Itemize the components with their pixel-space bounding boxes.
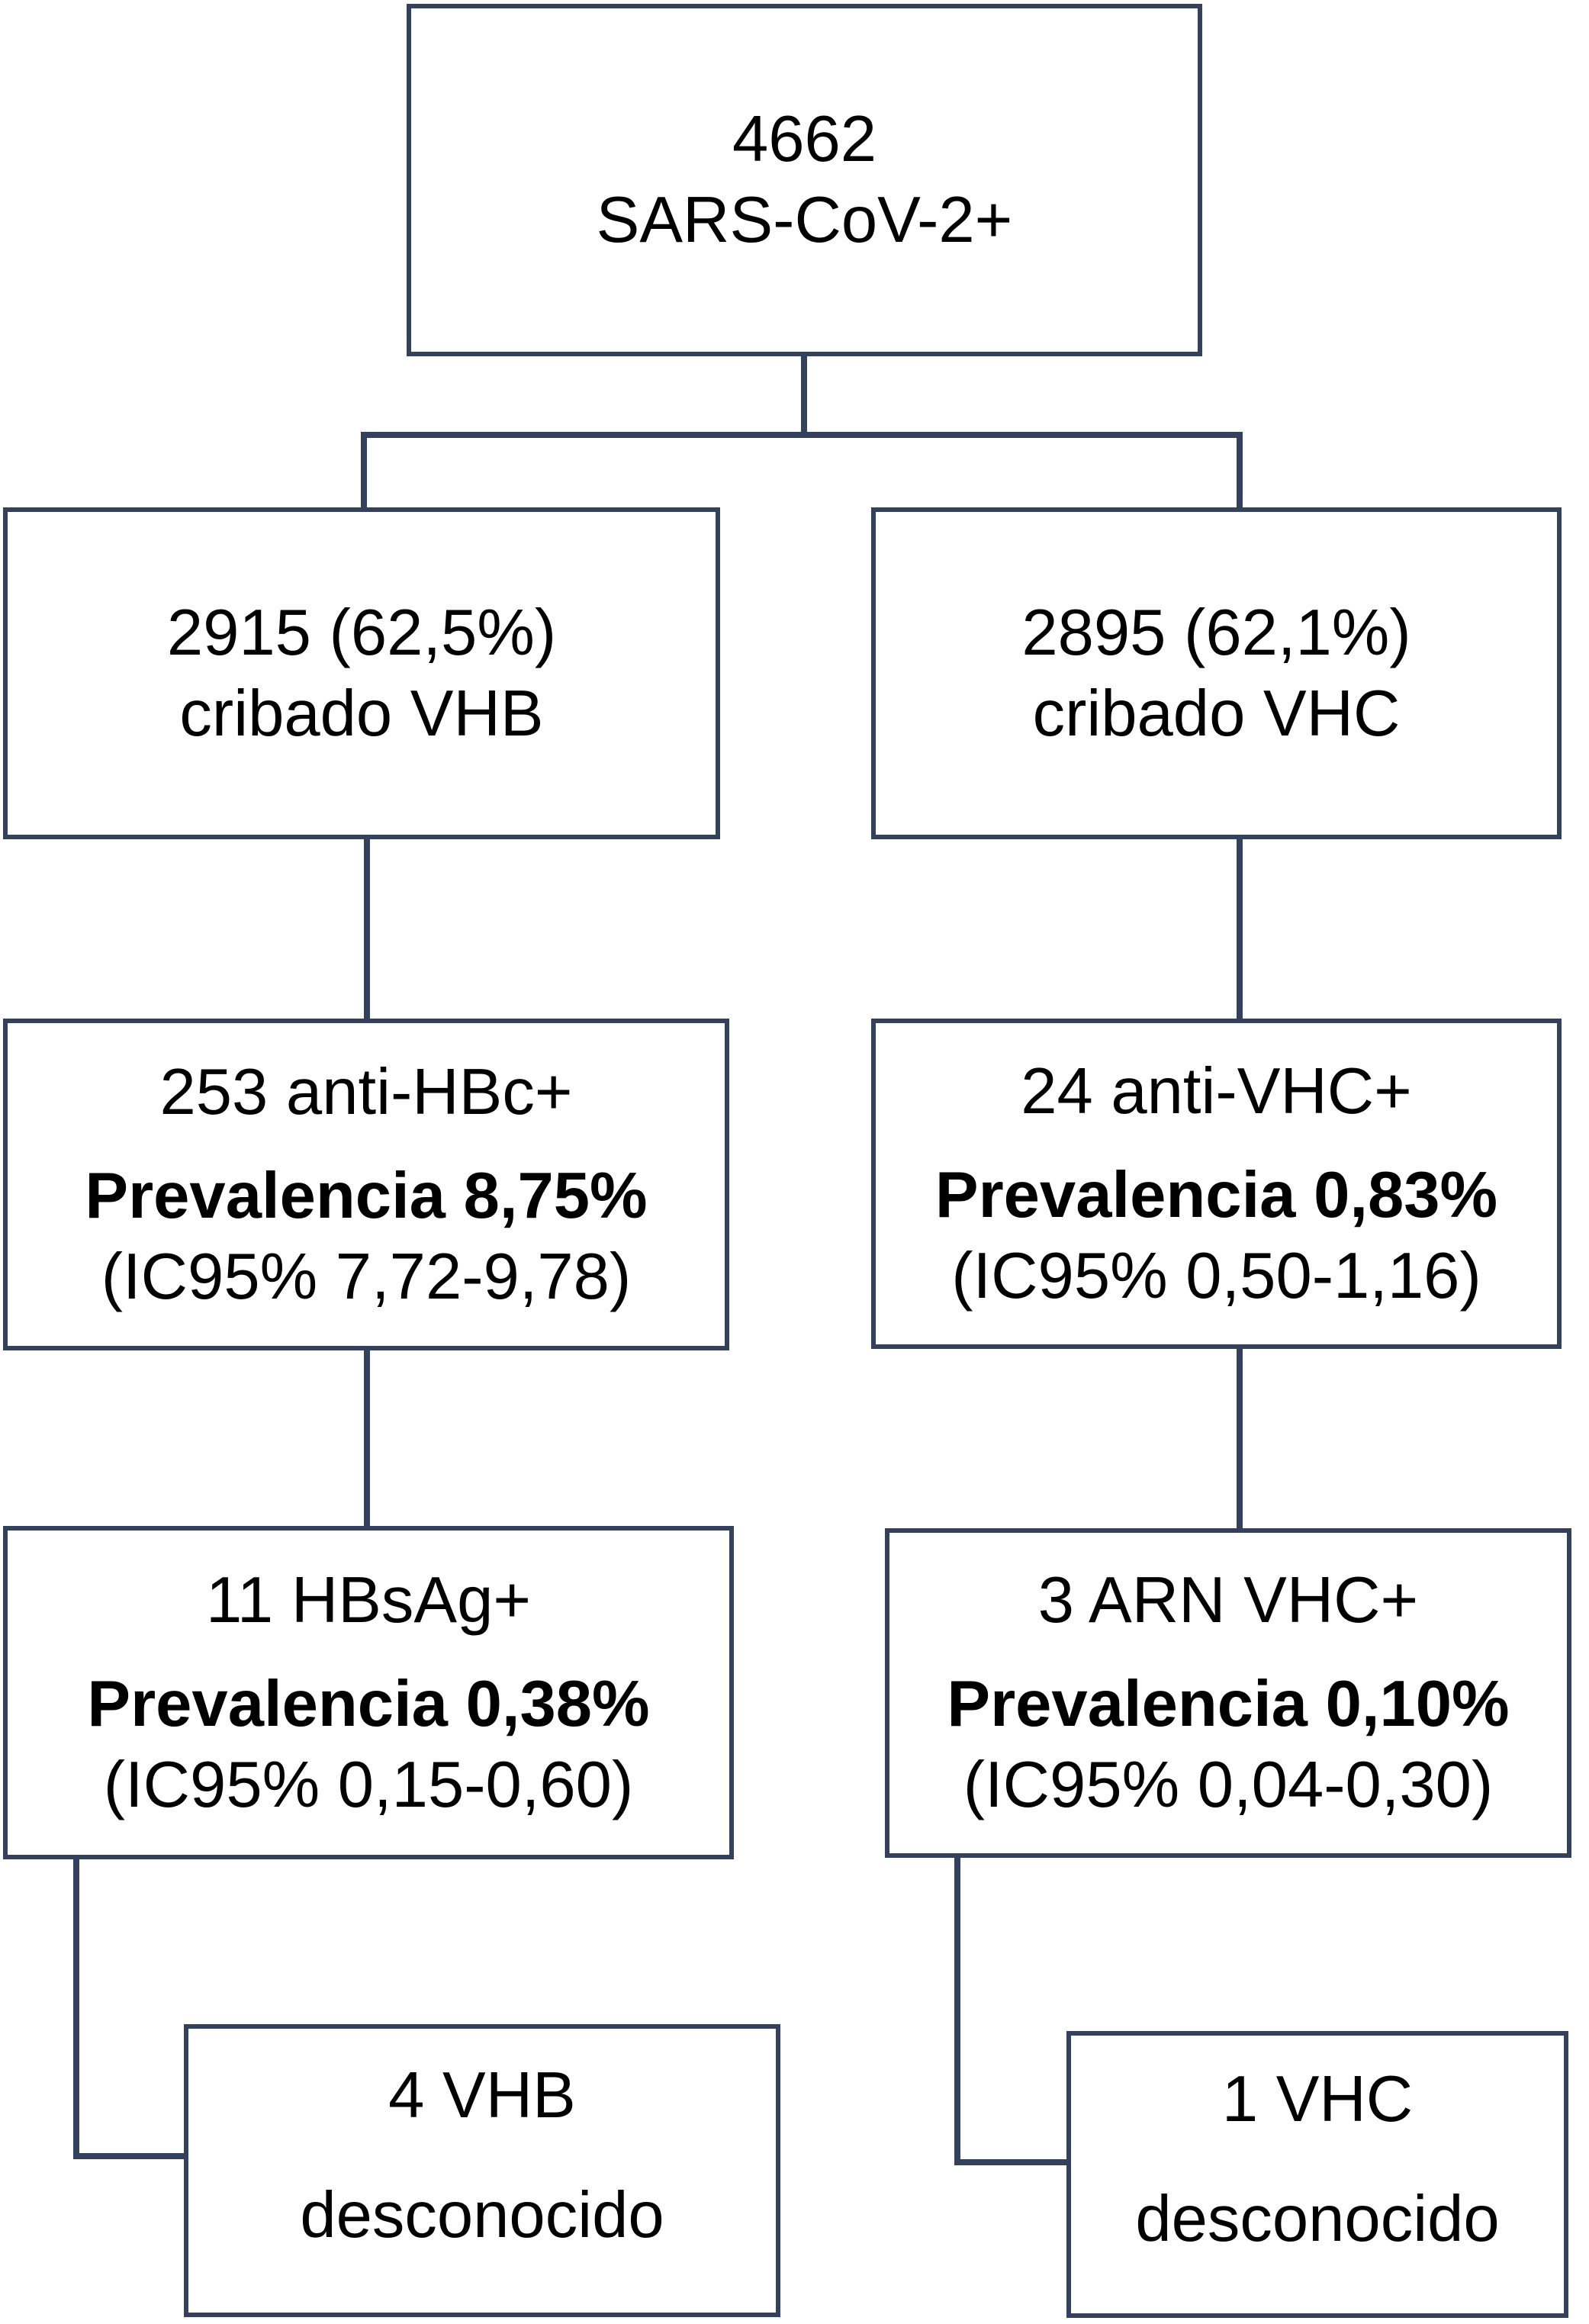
connector-root-stub	[801, 355, 807, 436]
hbsag-count: 11 HBsAg+	[205, 1563, 532, 1637]
vhc-unknown-label: desconocido	[1135, 2182, 1500, 2255]
vhc-screened-label: cribado VHC	[1032, 677, 1401, 750]
connector-vhc-screen-to-antivhc	[1237, 838, 1243, 1021]
anti-hbc-ci: (IC95% 7,72-9,78)	[101, 1240, 632, 1313]
box-arn-vhc: 3 ARN VHC+ Prevalencia 0,10% (IC95% 0,04…	[885, 1528, 1571, 1858]
vhc-unknown-count: 1 VHC	[1221, 2062, 1414, 2136]
connector-vhb-screen-to-antihbc	[364, 838, 370, 1021]
vhb-screened-label: cribado VHB	[179, 677, 544, 750]
box-cribado-vhc: 2895 (62,1%) cribado VHC	[871, 507, 1562, 839]
hbsag-prevalence: Prevalencia 0,38%	[87, 1667, 650, 1740]
connector-arn-elbow-vertical	[954, 1856, 960, 2165]
box-vhc-desconocido: 1 VHC desconocido	[1066, 2031, 1568, 2318]
hbsag-ci: (IC95% 0,15-0,60)	[103, 1748, 634, 1821]
box-anti-hbc: 253 anti-HBc+ Prevalencia 8,75% (IC95% 7…	[3, 1019, 729, 1350]
connector-antihbc-to-hbsag	[364, 1347, 370, 1528]
connector-drop-vhb	[361, 432, 367, 510]
arn-vhc-count: 3 ARN VHC+	[1037, 1564, 1419, 1637]
total-label: SARS-CoV-2+	[596, 184, 1013, 256]
connector-hbsag-elbow-vertical	[73, 1857, 79, 2159]
arn-vhc-ci: (IC95% 0,04-0,30)	[963, 1749, 1494, 1821]
box-vhb-desconocido: 4 VHB desconocido	[184, 2024, 780, 2317]
connector-antivhc-to-arn	[1237, 1347, 1243, 1531]
box-hbsag: 11 HBsAg+ Prevalencia 0,38% (IC95% 0,15-…	[3, 1526, 734, 1859]
vhb-unknown-label: desconocido	[300, 2178, 664, 2252]
total-count: 4662	[732, 103, 877, 175]
connector-drop-vhc	[1237, 432, 1243, 510]
vhb-unknown-count: 4 VHB	[388, 2058, 576, 2132]
box-total-sars-cov-2: 4662 SARS-CoV-2+	[407, 4, 1202, 356]
box-cribado-vhb: 2915 (62,5%) cribado VHB	[3, 507, 720, 839]
box-anti-vhc: 24 anti-VHC+ Prevalencia 0,83% (IC95% 0,…	[871, 1019, 1562, 1349]
anti-vhc-count: 24 anti-VHC+	[1021, 1054, 1412, 1128]
vhb-screened-count: 2915 (62,5%)	[166, 596, 557, 669]
anti-vhc-ci: (IC95% 0,50-1,16)	[951, 1239, 1481, 1312]
connector-hbsag-elbow-horizontal	[73, 2153, 188, 2159]
arn-vhc-prevalence: Prevalencia 0,10%	[947, 1668, 1510, 1740]
anti-vhc-prevalence: Prevalencia 0,83%	[934, 1158, 1498, 1231]
vhc-screened-count: 2895 (62,1%)	[1021, 596, 1411, 669]
anti-hbc-prevalence: Prevalencia 8,75%	[85, 1159, 648, 1232]
anti-hbc-count: 253 anti-HBc+	[159, 1055, 573, 1128]
connector-branch-split	[361, 432, 1243, 438]
connector-arn-elbow-horizontal	[954, 2159, 1070, 2165]
